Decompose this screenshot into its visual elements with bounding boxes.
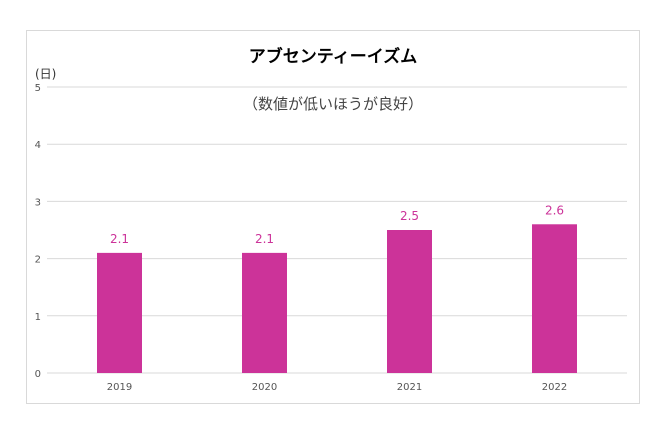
y-tick-label: 5	[35, 83, 41, 94]
x-tick-label: 2022	[542, 382, 567, 393]
data-label: 2.1	[255, 232, 274, 246]
bar	[97, 252, 142, 373]
x-tick-label: 2019	[107, 382, 132, 393]
data-labels: 2.1 2.1 2.5 2.6	[110, 203, 564, 246]
bar	[387, 230, 432, 373]
data-label: 2.1	[110, 232, 129, 246]
data-label: 2.6	[545, 203, 564, 217]
chart-subtitle: （数値が低いほうが良好）	[243, 95, 423, 113]
gridlines	[47, 86, 627, 374]
y-tick-label: 0	[35, 369, 41, 380]
chart-frame: アブセンティーイズム (日) （数値が低いほうが良好） 2.1 2.1 2.5 2.6…	[26, 30, 640, 404]
bar-chart: アブセンティーイズム (日) （数値が低いほうが良好） 2.1 2.1 2.5 2.6…	[35, 46, 627, 393]
chart-title: アブセンティーイズム	[249, 46, 417, 67]
bars	[97, 224, 577, 373]
y-axis-unit-label: (日)	[35, 67, 56, 81]
x-axis-labels: 2019 2020 2021 2022	[107, 382, 567, 393]
x-tick-label: 2020	[252, 382, 277, 393]
y-axis-ticks: 0 1 2 3 4 5	[35, 83, 41, 380]
y-tick-label: 2	[35, 255, 41, 266]
bar	[532, 224, 577, 373]
y-tick-label: 4	[35, 140, 41, 151]
bar	[242, 252, 287, 373]
data-label: 2.5	[400, 209, 419, 223]
y-tick-label: 1	[35, 312, 41, 323]
y-tick-label: 3	[35, 197, 41, 208]
x-tick-label: 2021	[397, 382, 422, 393]
